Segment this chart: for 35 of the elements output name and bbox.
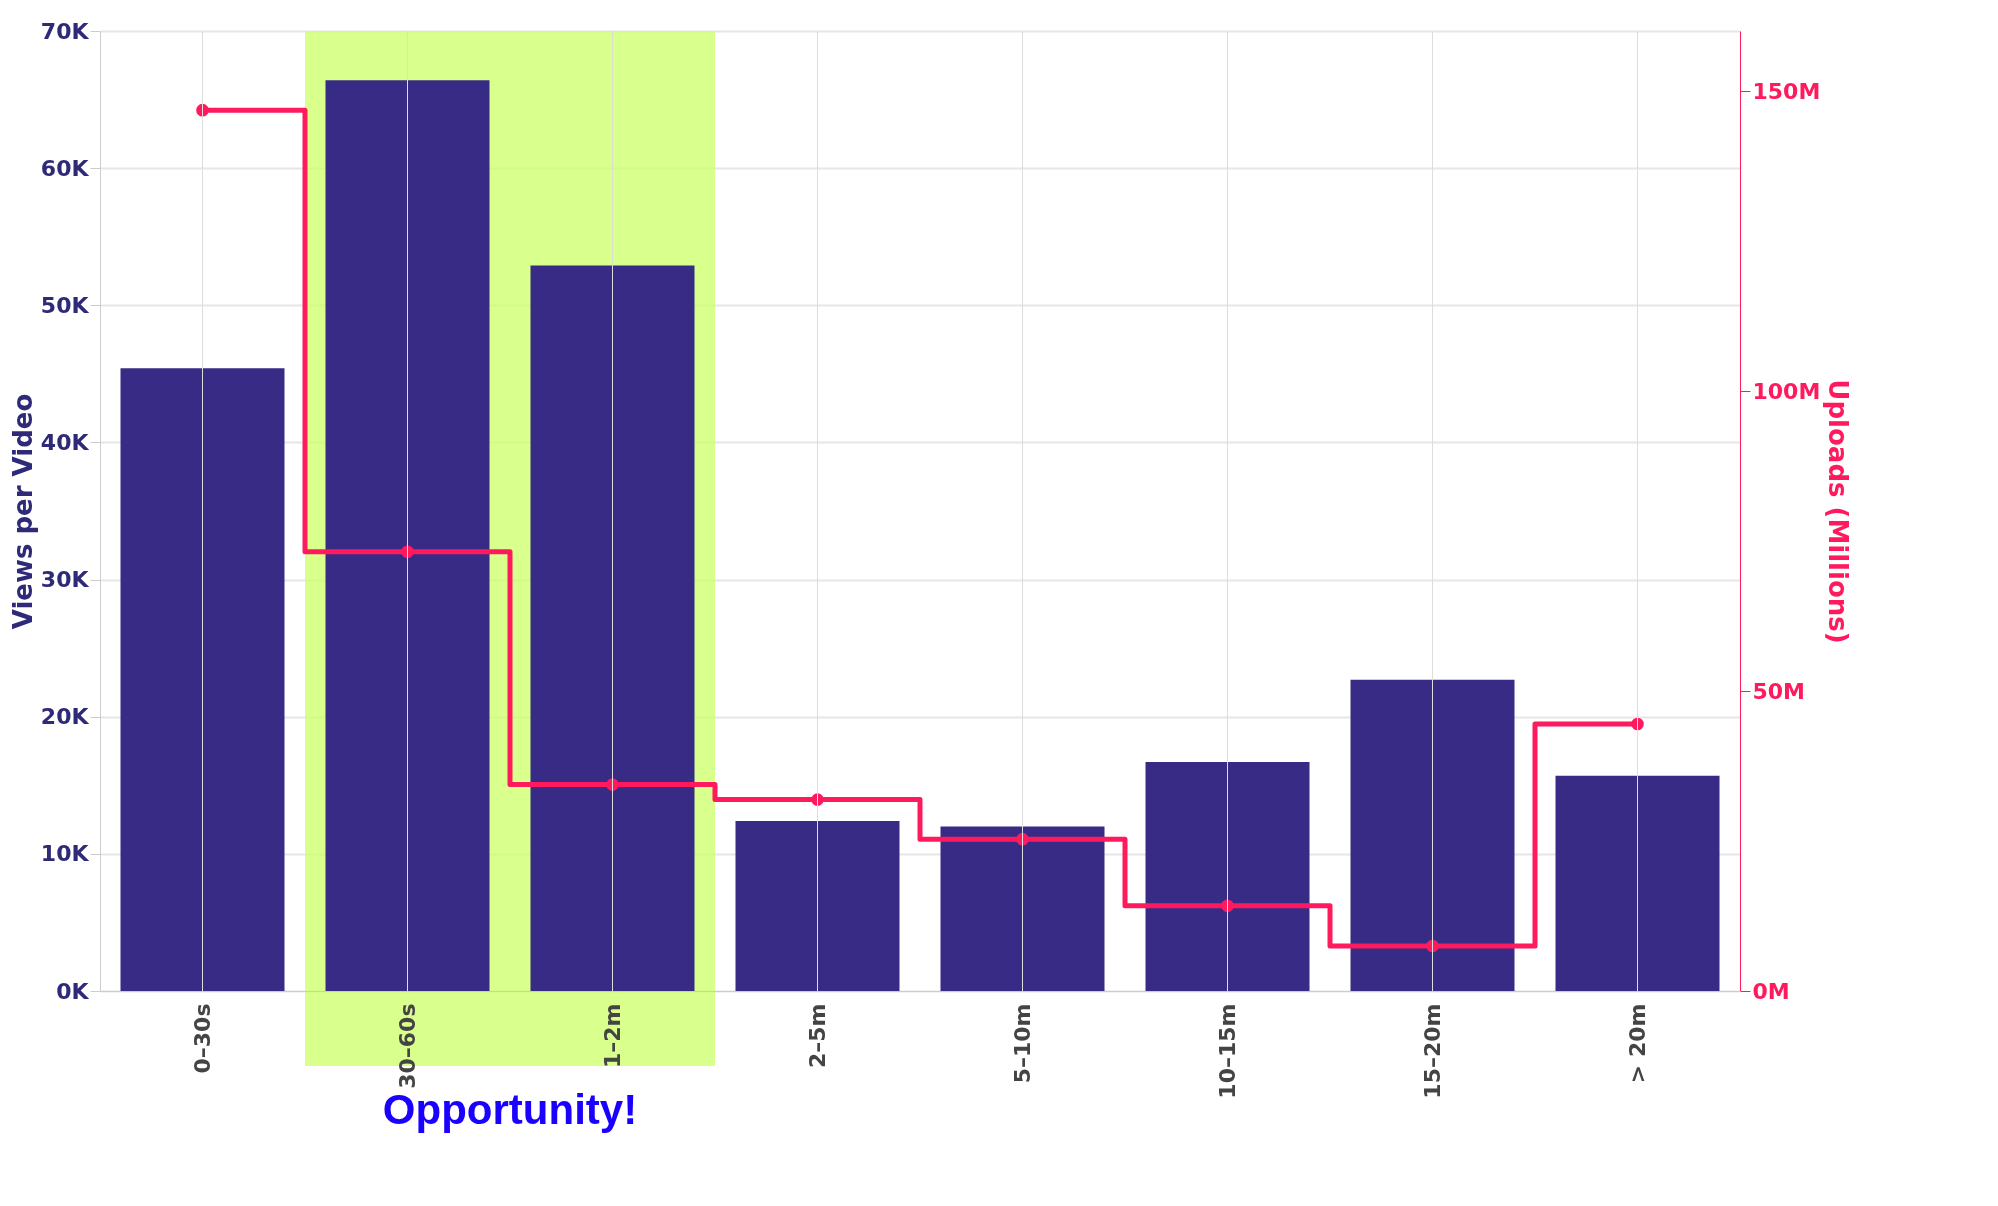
x-tick-label: 5–10m [1009, 1003, 1035, 1084]
point [1631, 717, 1644, 731]
point [1426, 939, 1439, 953]
point [1016, 832, 1029, 846]
y-tick-label: 70K [40, 18, 90, 44]
y2-tick-label: 100M [1752, 378, 1821, 404]
x-tick-label: 0–30s [189, 1003, 215, 1074]
y-tick-label: 10K [40, 841, 90, 867]
bar [940, 826, 1105, 991]
y-axis-title: Views per Video [7, 393, 38, 630]
y-tick-label: 50K [40, 292, 90, 318]
x-tick-label: 15–20m [1419, 1003, 1445, 1099]
y2-tick-label: 50M [1752, 678, 1806, 704]
point [196, 103, 209, 117]
y-tick-label: 60K [40, 155, 90, 181]
bar [1350, 679, 1515, 991]
y-tick-label: 0K [56, 978, 90, 1004]
y2-axis-title: Uploads (Millions) [1823, 379, 1854, 644]
bar [1145, 761, 1310, 991]
x-tick-label: 30–60s [394, 1003, 420, 1089]
bar [530, 265, 695, 991]
bar [1555, 775, 1720, 991]
point [401, 545, 414, 559]
y-tick-label: 30K [40, 567, 90, 593]
y-tick-label: 40K [40, 429, 90, 455]
y2-tick-label: 0M [1752, 978, 1790, 1004]
bar [120, 368, 285, 991]
x-tick-label: > 20m [1624, 1003, 1650, 1084]
point [1221, 899, 1234, 913]
bar [735, 820, 900, 991]
x-tick-label: 10–15m [1214, 1003, 1240, 1099]
x-tick-label: 1–2m [599, 1003, 625, 1069]
y-tick-label: 20K [40, 704, 90, 730]
x-tick-label: 2–5m [804, 1003, 830, 1069]
y2-tick-label: 150M [1752, 78, 1821, 104]
